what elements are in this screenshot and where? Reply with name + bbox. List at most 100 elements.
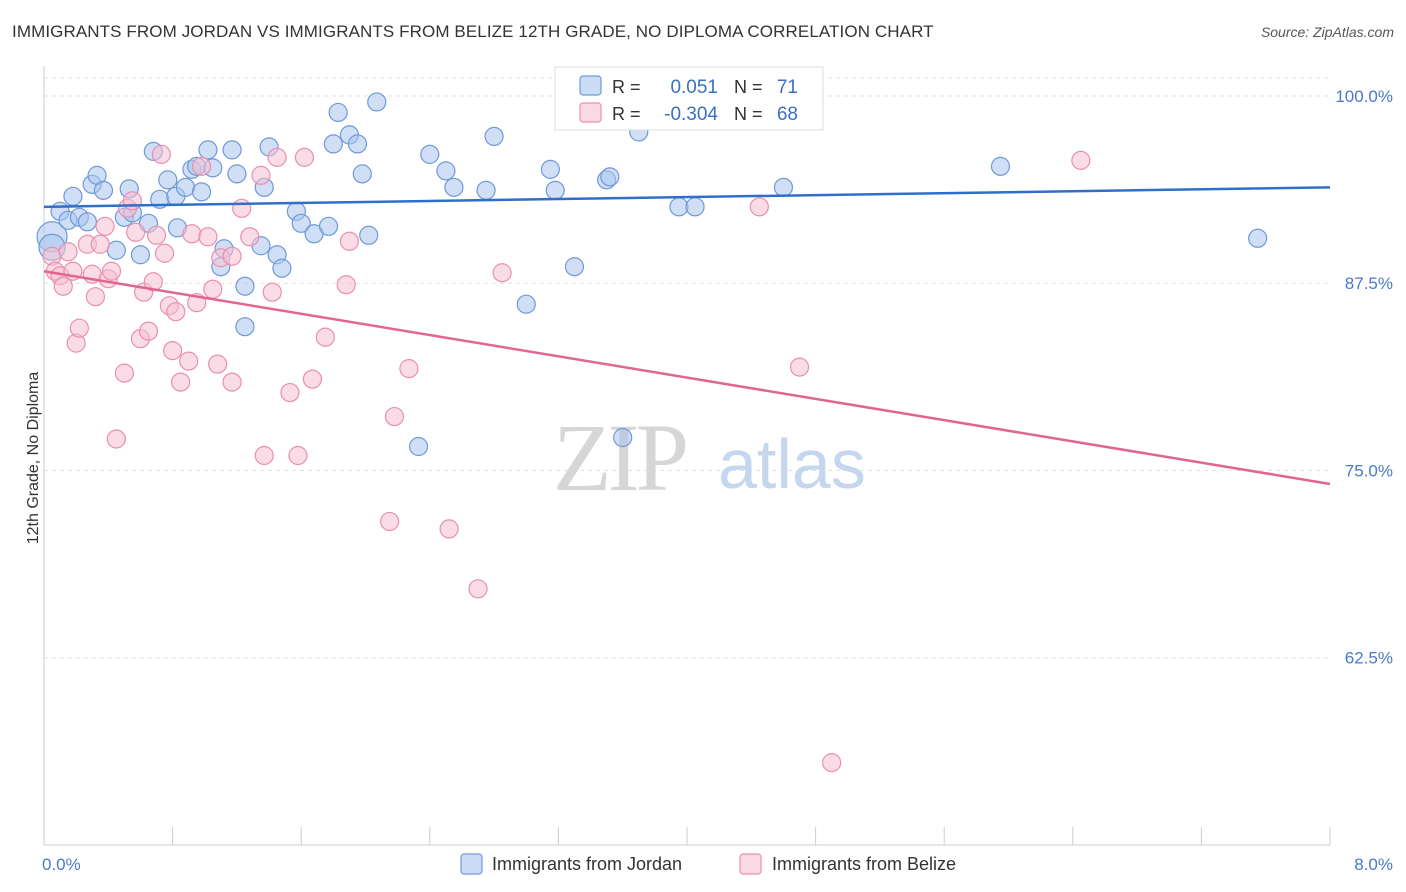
data-point-belize xyxy=(138,321,159,341)
x-tick-label-max: 8.0% xyxy=(1354,855,1393,874)
data-point-belize xyxy=(789,357,810,377)
data-point-belize xyxy=(143,272,163,292)
data-point-jordan xyxy=(436,161,456,181)
data-point-jordan xyxy=(359,225,379,245)
data-point-jordan xyxy=(444,177,464,197)
data-point-belize xyxy=(191,156,212,176)
data-point-jordan xyxy=(235,276,255,296)
data-point-belize xyxy=(114,363,134,383)
data-point-belize xyxy=(154,243,175,263)
data-point-jordan xyxy=(564,257,585,277)
axes xyxy=(43,66,1331,846)
data-point-belize xyxy=(339,231,360,251)
stats-n-label-jordan: N = xyxy=(734,77,763,97)
data-point-jordan xyxy=(198,140,218,160)
legend-label-jordan: Immigrants from Jordan xyxy=(492,854,682,874)
data-point-belize xyxy=(69,318,89,338)
data-point-belize xyxy=(468,579,488,599)
data-point-belize xyxy=(267,147,287,167)
data-point-jordan xyxy=(291,213,311,233)
data-point-jordan xyxy=(685,197,705,217)
data-point-jordan xyxy=(773,177,794,197)
data-point-jordan xyxy=(63,186,83,206)
stats-r-value-belize: -0.304 xyxy=(664,104,718,125)
data-point-jordan xyxy=(227,164,247,184)
source-label: Source: ZipAtlas.com xyxy=(1260,24,1394,40)
data-point-jordan xyxy=(175,177,196,197)
data-point-jordan xyxy=(990,156,1011,176)
data-point-belize xyxy=(182,224,202,244)
data-point-belize xyxy=(492,263,512,283)
chart-title: IMMIGRANTS FROM JORDAN VS IMMIGRANTS FRO… xyxy=(12,22,934,41)
data-point-belize xyxy=(251,165,271,185)
trend-lines xyxy=(43,186,1331,486)
stats-r-value-jordan: 0.051 xyxy=(670,77,718,98)
stats-legend: R = 0.051 N = 71 R = -0.304 N = 68 xyxy=(554,66,824,131)
data-point-belize xyxy=(122,191,143,211)
data-point-belize xyxy=(315,327,335,347)
watermark-zip: ZIP xyxy=(553,404,686,511)
data-point-belize xyxy=(85,287,106,307)
data-point-belize xyxy=(294,147,315,167)
data-point-belize xyxy=(222,246,242,266)
data-point-belize xyxy=(280,382,300,403)
data-point-belize xyxy=(53,276,73,296)
series-jordan xyxy=(36,87,1268,457)
data-point-jordan xyxy=(93,180,114,200)
stats-r-label-jordan: R = xyxy=(612,77,641,97)
data-point-jordan xyxy=(158,170,178,190)
data-point-belize xyxy=(166,302,186,322)
y-tick-label-3: 62.5% xyxy=(1345,649,1393,668)
data-point-belize xyxy=(302,369,323,389)
data-point-belize xyxy=(240,227,260,247)
data-point-belize xyxy=(106,429,126,449)
stats-n-value-jordan: 71 xyxy=(777,77,798,98)
x-tick-label-min: 0.0% xyxy=(42,855,81,874)
data-point-jordan xyxy=(367,92,387,112)
data-point-belize xyxy=(262,282,282,302)
data-point-jordan xyxy=(272,258,292,278)
y-tick-label-1: 87.5% xyxy=(1345,274,1393,293)
data-point-jordan xyxy=(420,144,440,164)
data-point-jordan xyxy=(540,159,560,179)
trend-line-belize xyxy=(43,270,1331,486)
data-point-jordan xyxy=(600,167,620,187)
stats-swatch-belize xyxy=(579,102,602,123)
data-point-belize xyxy=(222,372,242,392)
legend-swatch-jordan xyxy=(460,853,483,875)
y-tick-label-2: 75.0% xyxy=(1345,461,1393,480)
stats-r-label-belize: R = xyxy=(612,104,641,124)
data-point-belize xyxy=(90,234,110,254)
data-point-jordan xyxy=(408,436,429,457)
data-point-jordan xyxy=(328,102,348,123)
y-tick-labels: 100.0% 87.5% 75.0% 62.5% xyxy=(1335,87,1393,668)
data-point-belize xyxy=(439,519,459,539)
data-point-belize xyxy=(146,225,167,245)
data-point-jordan xyxy=(222,140,242,160)
stats-n-label-belize: N = xyxy=(734,104,763,124)
data-point-belize xyxy=(399,359,419,379)
data-point-jordan xyxy=(352,164,372,184)
data-point-belize xyxy=(380,511,400,532)
legend-swatch-belize xyxy=(739,853,762,875)
watermark: ZIP atlas xyxy=(553,404,866,511)
data-point-jordan xyxy=(347,134,368,154)
data-point-jordan xyxy=(318,216,339,236)
series-belize xyxy=(42,144,1091,773)
data-point-belize xyxy=(1071,150,1091,170)
data-point-jordan xyxy=(235,317,255,337)
data-point-jordan xyxy=(1248,228,1268,248)
stats-swatch-jordan xyxy=(579,75,602,96)
data-point-belize xyxy=(336,275,356,295)
y-axis-title: 12th Grade, No Diploma xyxy=(25,372,42,545)
data-point-jordan xyxy=(323,134,343,154)
data-point-belize xyxy=(208,354,228,374)
data-point-belize xyxy=(198,227,218,247)
watermark-atlas: atlas xyxy=(718,425,866,503)
data-point-jordan xyxy=(77,212,98,232)
data-point-belize xyxy=(288,445,308,466)
data-point-jordan xyxy=(613,427,633,448)
data-point-jordan xyxy=(191,182,212,202)
data-point-belize xyxy=(822,753,842,773)
